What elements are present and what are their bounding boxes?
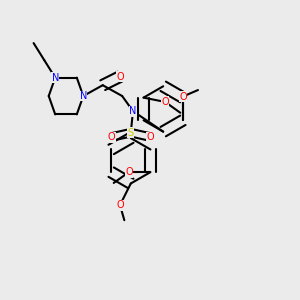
Text: O: O: [125, 167, 133, 177]
Text: O: O: [116, 200, 124, 210]
Text: O: O: [116, 72, 124, 82]
Text: O: O: [107, 132, 115, 142]
Text: O: O: [161, 97, 169, 107]
Text: N: N: [52, 73, 59, 82]
Text: S: S: [128, 128, 134, 138]
Text: N: N: [80, 91, 87, 101]
Text: O: O: [146, 132, 154, 142]
Text: O: O: [179, 92, 187, 101]
Text: N: N: [129, 106, 137, 116]
